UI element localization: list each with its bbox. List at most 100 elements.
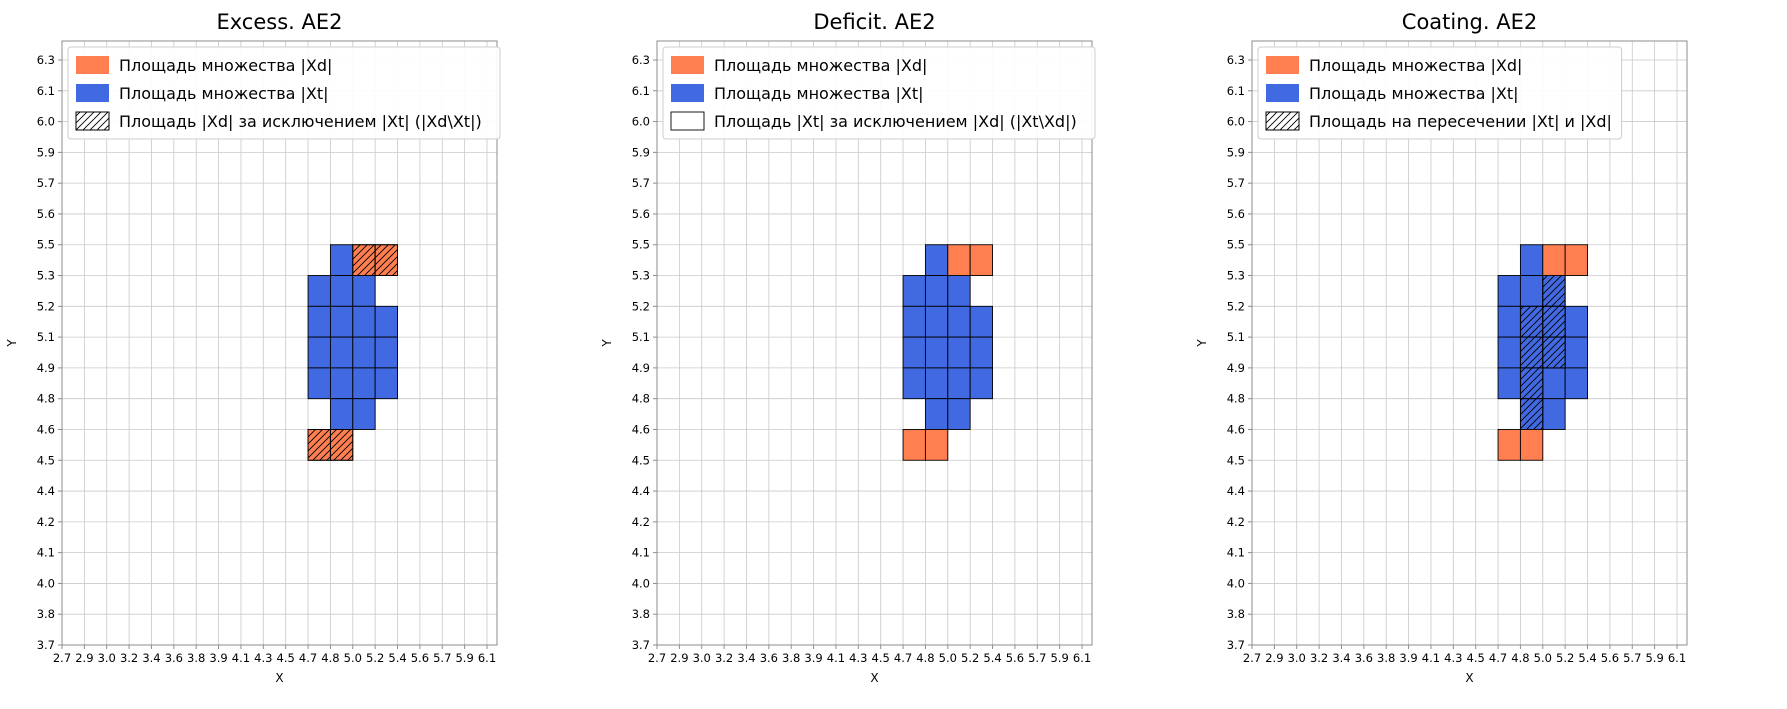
y-tick-label: 5.9 — [37, 145, 55, 159]
grid-cell — [902, 429, 926, 461]
y-tick-label: 6.1 — [632, 84, 650, 98]
x-tick-label: 3.9 — [1399, 651, 1417, 665]
grid-cell — [924, 367, 949, 400]
x-tick-label: 5.7 — [1028, 651, 1046, 665]
grid-cell — [352, 367, 376, 400]
grid-cell — [1497, 275, 1521, 307]
grid-cell — [924, 429, 949, 461]
grid-cell — [1564, 336, 1588, 369]
x-tick-label: 3.9 — [804, 651, 822, 665]
y-tick-label: 4.1 — [632, 546, 650, 560]
x-tick-label: 4.3 — [254, 651, 272, 665]
grid-cell-hatch — [307, 429, 331, 461]
y-axis-label: Y — [1195, 339, 1209, 348]
y-tick-label: 6.0 — [37, 115, 55, 129]
x-tick-label: 4.7 — [894, 651, 912, 665]
grid-cell — [329, 398, 354, 430]
legend-swatch-hatch — [1265, 111, 1300, 131]
grid-cell — [969, 367, 993, 400]
x-tick-label: 4.5 — [872, 651, 890, 665]
y-tick-label: 5.6 — [1227, 207, 1245, 221]
y-tick-label: 5.6 — [632, 207, 650, 221]
x-tick-label: 3.8 — [187, 651, 205, 665]
y-tick-label: 4.1 — [1227, 546, 1245, 560]
y-tick-label: 5.7 — [37, 176, 55, 190]
x-tick-label: 6.1 — [478, 651, 496, 665]
grid-cell — [947, 244, 971, 276]
grid-cell — [924, 275, 949, 307]
legend-label: Площадь множества |Xd| — [1309, 56, 1522, 75]
legend-label: Площадь на пересечении |Xt| и |Xd| — [1309, 112, 1612, 131]
y-tick-label: 5.2 — [37, 299, 55, 313]
grid-cell — [924, 244, 949, 276]
grid-cell — [329, 367, 354, 400]
y-tick-label: 5.6 — [37, 207, 55, 221]
grid-cell — [924, 398, 949, 430]
x-tick-label: 5.9 — [455, 651, 473, 665]
grid-cell — [329, 275, 354, 307]
y-axis-label: Y — [5, 339, 19, 348]
x-tick-label: 4.1 — [232, 651, 250, 665]
y-tick-label: 6.3 — [1227, 53, 1245, 67]
grid-cell-hatch — [352, 244, 376, 276]
y-tick-label: 5.5 — [37, 238, 55, 252]
legend-label: Площадь |Xd| за исключением |Xt| (|Xd\Xt… — [119, 112, 482, 131]
tick-marks — [653, 59, 1083, 649]
y-tick-label: 3.7 — [632, 638, 650, 652]
x-tick-label: 5.0 — [344, 651, 362, 665]
legend-swatch — [76, 56, 109, 74]
x-tick-label: 2.9 — [670, 651, 688, 665]
y-tick-label: 5.1 — [37, 330, 55, 344]
y-tick-label: 3.8 — [1227, 607, 1245, 621]
x-tick-label: 5.4 — [388, 651, 406, 665]
y-tick-label: 4.2 — [1227, 515, 1245, 529]
plot-area — [657, 41, 1092, 645]
plot-border — [61, 40, 498, 646]
chart-deficit-ae2: Deficit. AE2 2.7 2.9 3.0 3.2 3.4 3.6 3.8 3.9 4.1 4… — [595, 3, 1190, 705]
legend-label: Площадь множества |Xt| — [1309, 84, 1519, 103]
x-tick-label: 3.0 — [98, 651, 116, 665]
x-tick-label: 6.1 — [1668, 651, 1686, 665]
y-tick-label: 4.2 — [37, 515, 55, 529]
x-tick-label: 5.4 — [1578, 651, 1596, 665]
x-axis-label: X — [870, 671, 878, 685]
legend: Площадь множества |Xd| Площадь множества … — [662, 46, 1096, 140]
grid-cell — [352, 305, 376, 338]
x-tick-label: 5.0 — [939, 651, 957, 665]
chart-excess-ae2: Excess. AE2 2.7 2.9 3.0 3.2 3.4 3.6 3.8 3.9 4.1 4.… — [0, 3, 595, 705]
grid-cell — [1542, 244, 1566, 276]
x-tick-label: 2.7 — [648, 651, 666, 665]
y-tick-label: 5.7 — [632, 176, 650, 190]
x-tick-label: 4.1 — [1422, 651, 1440, 665]
x-tick-label: 5.6 — [411, 651, 429, 665]
y-tick-label: 4.0 — [1227, 576, 1245, 590]
grid-cell — [352, 336, 376, 369]
grid-cell-hatch — [1542, 305, 1566, 338]
x-tick-label: 5.2 — [366, 651, 384, 665]
plot-svg: Deficit. AE2 2.7 2.9 3.0 3.2 3.4 3.6 3.8 3.9 4.1 4… — [600, 10, 1096, 685]
y-tick-label: 4.0 — [632, 576, 650, 590]
x-tick-label: 3.0 — [693, 651, 711, 665]
y-tick-label: 4.2 — [632, 515, 650, 529]
legend-swatch — [671, 84, 704, 102]
x-tick-labels: 2.7 2.9 3.0 3.2 3.4 3.6 3.8 3.9 4.1 4.3 4.5 4.7 4.8 5… — [53, 651, 496, 665]
y-tick-label: 4.6 — [632, 422, 650, 436]
y-tick-label: 5.7 — [1227, 176, 1245, 190]
y-tick-labels: 6.3 6.1 6.0 5.9 5.7 5.6 5.5 5.3 5.2 5.1 4.9 4.8 4.6 4… — [37, 53, 55, 652]
y-tick-label: 4.4 — [632, 484, 650, 498]
grid-cell — [1542, 367, 1566, 400]
x-tick-label: 4.5 — [277, 651, 295, 665]
x-tick-label: 2.9 — [75, 651, 93, 665]
legend-label: Площадь множества |Xt| — [714, 84, 924, 103]
x-tick-label: 3.2 — [715, 651, 733, 665]
y-tick-label: 3.7 — [37, 638, 55, 652]
y-tick-label: 4.8 — [632, 392, 650, 406]
y-tick-label: 3.8 — [37, 607, 55, 621]
grid-cell — [902, 367, 926, 400]
legend-swatch — [1266, 84, 1299, 102]
grid-cell-hatch — [1519, 305, 1544, 338]
grid-cell — [902, 336, 926, 369]
y-tick-label: 5.9 — [632, 145, 650, 159]
y-tick-label: 4.4 — [37, 484, 55, 498]
y-tick-label: 5.3 — [1227, 269, 1245, 283]
